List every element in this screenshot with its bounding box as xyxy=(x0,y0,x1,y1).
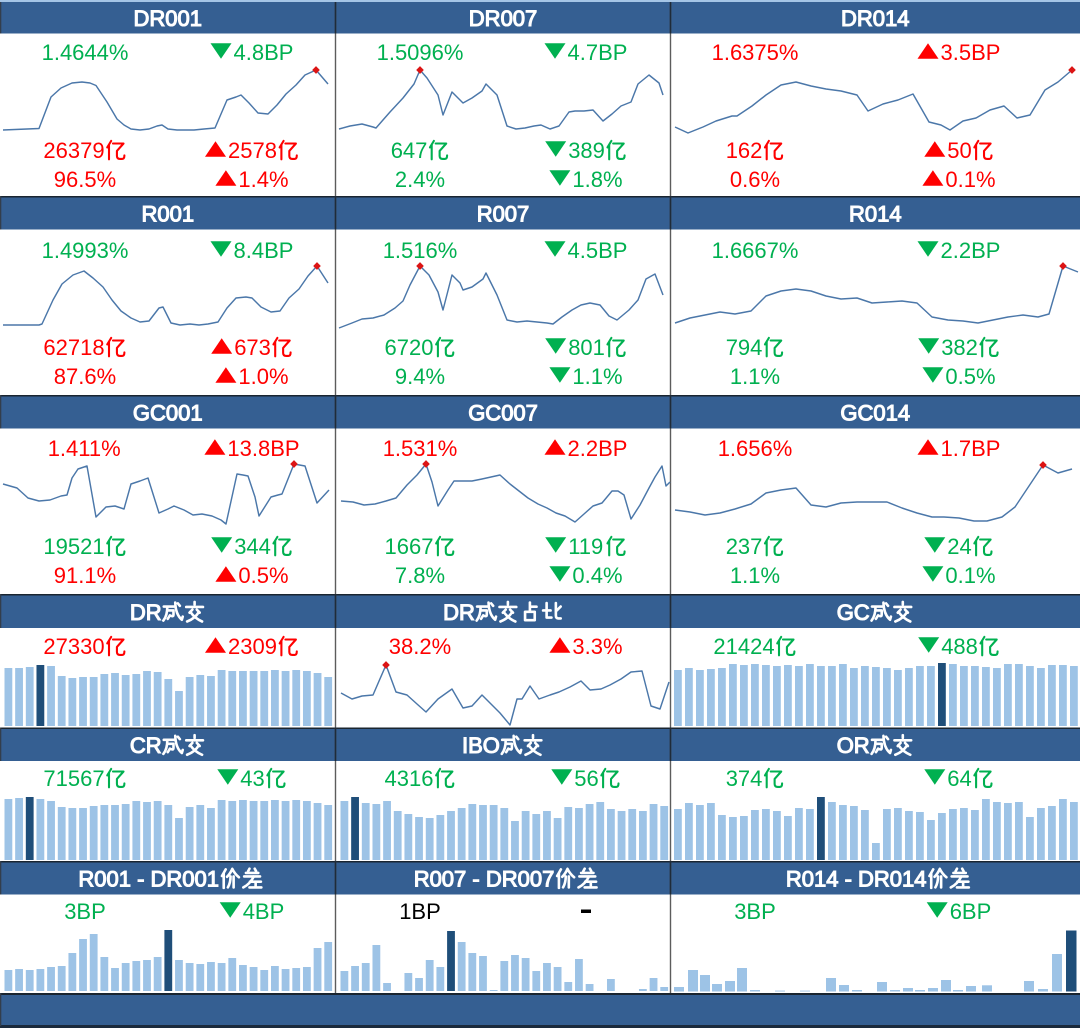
svg-text:R007: R007 xyxy=(477,202,530,227)
svg-text:119: 119 xyxy=(568,534,603,559)
svg-text:2.2BP: 2.2BP xyxy=(568,436,628,461)
svg-text:DR014: DR014 xyxy=(841,6,909,31)
svg-text:1.7BP: 1.7BP xyxy=(941,436,1001,461)
svg-text:2578: 2578 xyxy=(228,138,277,163)
svg-text:8.4BP: 8.4BP xyxy=(234,238,294,263)
svg-text:91.1%: 91.1% xyxy=(54,563,116,588)
svg-text:9.4%: 9.4% xyxy=(395,364,445,389)
svg-text:GC007: GC007 xyxy=(468,401,538,426)
svg-text:1.411%: 1.411% xyxy=(48,436,121,461)
svg-text:1.4993%: 1.4993% xyxy=(42,238,129,263)
svg-text:1.1%: 1.1% xyxy=(572,364,622,389)
svg-text:R014 - DR014: R014 - DR014 xyxy=(786,867,927,892)
svg-text:21424: 21424 xyxy=(713,634,774,659)
svg-text:801: 801 xyxy=(568,335,605,360)
svg-text:673: 673 xyxy=(234,335,271,360)
svg-text:R014: R014 xyxy=(849,202,902,227)
svg-text:1.0%: 1.0% xyxy=(238,364,288,389)
svg-text:794: 794 xyxy=(726,335,763,360)
svg-text:3.5BP: 3.5BP xyxy=(941,40,1001,65)
svg-text:R001: R001 xyxy=(142,202,195,227)
svg-text:GC: GC xyxy=(837,600,870,625)
svg-text:1.5096%: 1.5096% xyxy=(377,40,464,65)
svg-text:1.516%: 1.516% xyxy=(383,238,458,263)
svg-text:344: 344 xyxy=(234,534,271,559)
svg-text:1.656%: 1.656% xyxy=(718,436,793,461)
svg-text:4BP: 4BP xyxy=(243,899,285,924)
svg-text:1.8%: 1.8% xyxy=(572,167,622,192)
svg-text:71567: 71567 xyxy=(43,766,104,791)
svg-text:0.6%: 0.6% xyxy=(730,167,780,192)
svg-text:43: 43 xyxy=(240,766,264,791)
svg-text:1.4644%: 1.4644% xyxy=(42,40,129,65)
svg-text:2309: 2309 xyxy=(228,634,277,659)
svg-text:62718: 62718 xyxy=(43,335,104,360)
svg-text:24: 24 xyxy=(947,534,971,559)
svg-text:1BP: 1BP xyxy=(399,899,441,924)
svg-text:DR007: DR007 xyxy=(469,6,537,31)
svg-text:382: 382 xyxy=(941,335,978,360)
svg-text:96.5%: 96.5% xyxy=(54,167,116,192)
svg-text:2.2BP: 2.2BP xyxy=(941,238,1001,263)
svg-text:374: 374 xyxy=(726,766,763,791)
svg-text:87.6%: 87.6% xyxy=(54,364,116,389)
svg-text:1.4%: 1.4% xyxy=(238,167,288,192)
svg-text:0.1%: 0.1% xyxy=(945,167,995,192)
svg-text:2.4%: 2.4% xyxy=(395,167,445,192)
svg-text:R001 - DR001: R001 - DR001 xyxy=(78,867,219,892)
svg-text:7.8%: 7.8% xyxy=(395,563,445,588)
svg-text:26379: 26379 xyxy=(43,138,104,163)
svg-text:1.1%: 1.1% xyxy=(730,364,780,389)
svg-text:0.5%: 0.5% xyxy=(238,563,288,588)
svg-text:GC014: GC014 xyxy=(840,401,910,426)
svg-text:DR: DR xyxy=(130,600,162,625)
svg-text:4.7BP: 4.7BP xyxy=(568,40,628,65)
svg-text:19521: 19521 xyxy=(43,534,104,559)
svg-text:50: 50 xyxy=(947,138,971,163)
svg-text:4.5BP: 4.5BP xyxy=(568,238,628,263)
svg-text:647: 647 xyxy=(391,138,428,163)
svg-text:DR001: DR001 xyxy=(134,6,202,31)
svg-text:OR: OR xyxy=(837,733,870,758)
svg-text:4.8BP: 4.8BP xyxy=(234,40,294,65)
svg-text:1.6375%: 1.6375% xyxy=(712,40,799,65)
svg-text:IBO: IBO xyxy=(462,733,500,758)
svg-text:6BP: 6BP xyxy=(950,899,992,924)
svg-text:38.2%: 38.2% xyxy=(389,634,451,659)
svg-text:0.1%: 0.1% xyxy=(945,563,995,588)
svg-text:0.4%: 0.4% xyxy=(572,563,622,588)
svg-text:27330: 27330 xyxy=(43,634,104,659)
svg-text:13.8BP: 13.8BP xyxy=(227,436,299,461)
svg-text:3.3%: 3.3% xyxy=(572,634,622,659)
svg-text:4316: 4316 xyxy=(385,766,434,791)
svg-text:GC001: GC001 xyxy=(133,401,203,426)
svg-text:488: 488 xyxy=(941,634,978,659)
svg-text:1.1%: 1.1% xyxy=(730,563,780,588)
svg-text:3BP: 3BP xyxy=(64,899,106,924)
svg-text:64: 64 xyxy=(947,766,971,791)
svg-text:1667: 1667 xyxy=(385,534,434,559)
svg-text:6720: 6720 xyxy=(385,335,434,360)
svg-text:1.531%: 1.531% xyxy=(383,436,458,461)
svg-text:56: 56 xyxy=(574,766,598,791)
svg-text:1.6667%: 1.6667% xyxy=(712,238,799,263)
svg-text:237: 237 xyxy=(726,534,763,559)
svg-text:162: 162 xyxy=(726,138,763,163)
svg-text:0.5%: 0.5% xyxy=(945,364,995,389)
svg-text:DR: DR xyxy=(443,600,475,625)
svg-text:389: 389 xyxy=(568,138,605,163)
svg-text:3BP: 3BP xyxy=(734,899,776,924)
svg-text:CR: CR xyxy=(130,733,162,758)
svg-text:R007 - DR007: R007 - DR007 xyxy=(414,867,555,892)
